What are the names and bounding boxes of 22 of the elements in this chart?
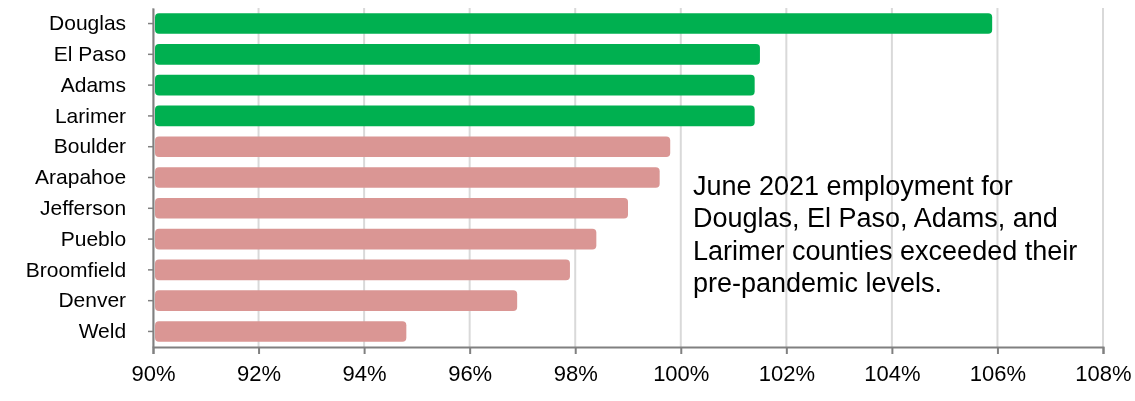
x-tick-label: 108% [1075, 361, 1132, 387]
y-tick-label: Jefferson [40, 196, 127, 220]
annotation: June 2021 employment for Douglas, El Paso, Adams, and Larimer counties exceeded their pre-pandemic levels. [693, 171, 1078, 299]
y-tick-label: Denver [58, 288, 127, 312]
y-tick-label: Pueblo [60, 226, 127, 250]
y-tick-label: Broomfield [25, 257, 127, 281]
x-tick-label: 104% [864, 361, 921, 387]
y-tick-label: Douglas [49, 11, 127, 35]
y-tick-label: El Paso [53, 42, 127, 66]
x-tick-label: 90% [131, 361, 176, 387]
y-tick-label: Adams [60, 72, 127, 96]
x-tick-label: 100% [653, 361, 710, 387]
x-tick-label: 102% [758, 361, 815, 387]
y-tick-label: Boulder [53, 134, 127, 158]
y-tick-label: Weld [78, 319, 127, 343]
y-tick-label: Larimer [54, 103, 127, 127]
y-tick-label: Arapahoe [35, 165, 127, 189]
x-tick-label: 92% [237, 361, 282, 387]
x-tick-label: 96% [448, 361, 493, 387]
x-tick-label: 106% [969, 361, 1027, 387]
x-tick-label: 94% [342, 361, 387, 387]
x-tick-label: 98% [553, 361, 598, 387]
